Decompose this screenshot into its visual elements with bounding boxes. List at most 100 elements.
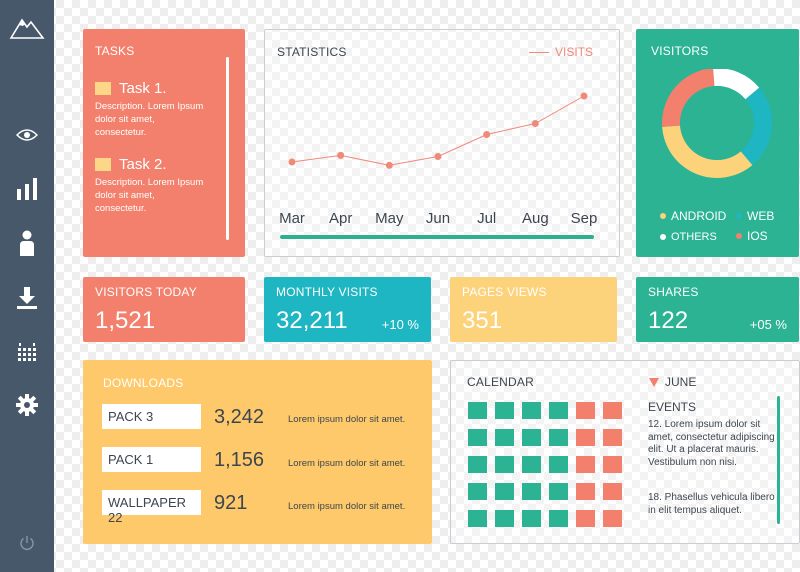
calendar-day[interactable]: [549, 402, 568, 419]
calendar-day[interactable]: [495, 456, 514, 473]
tile-value: 351: [462, 307, 503, 334]
gear-icon[interactable]: [14, 392, 40, 418]
month-selector[interactable]: JUNE: [649, 375, 696, 389]
statistics-title: STATISTICS: [277, 45, 347, 59]
calendar-day[interactable]: [549, 429, 568, 446]
calendar-day[interactable]: [603, 402, 622, 419]
calendar-grid-icon[interactable]: [14, 340, 40, 366]
calendar-title: CALENDAR: [467, 375, 534, 389]
download-count: 921: [214, 492, 248, 514]
download-icon[interactable]: [14, 285, 40, 311]
shares-tile[interactable]: SHARES 122 +05 %: [636, 277, 799, 342]
visits-point-may[interactable]: [385, 161, 393, 169]
visits-point-jul[interactable]: [483, 131, 491, 138]
bar-chart-icon[interactable]: [14, 176, 40, 202]
x-tick-label: Aug: [521, 210, 549, 227]
calendar-day[interactable]: [495, 429, 514, 446]
task-item[interactable]: Task 2.: [95, 156, 167, 173]
legend-label: OTHERS: [671, 231, 717, 243]
visitors-today-tile[interactable]: VISITORS TODAY 1,521: [83, 277, 245, 342]
pages-views-tile[interactable]: PAGES VIEWS 351: [450, 277, 617, 342]
visits-point-sep[interactable]: [580, 92, 588, 100]
legend-label: ANDROID: [671, 209, 727, 223]
donut-slice-android[interactable]: [662, 125, 753, 178]
legend-dot-icon: [660, 213, 666, 219]
tasks-scrollbar[interactable]: [226, 57, 229, 240]
calendar-day[interactable]: [495, 402, 514, 419]
x-tick-label: Jul: [477, 210, 497, 227]
user-icon[interactable]: [14, 230, 40, 256]
calendar-day[interactable]: [603, 429, 622, 446]
power-icon[interactable]: [14, 530, 40, 556]
calendar-day[interactable]: [495, 483, 514, 500]
visits-point-aug[interactable]: [531, 120, 539, 127]
calendar-day[interactable]: [522, 456, 541, 473]
calendar-day[interactable]: [522, 429, 541, 446]
download-count: 1,156: [214, 449, 265, 471]
calendar-day[interactable]: [549, 483, 568, 500]
calendar-day[interactable]: [603, 483, 622, 500]
eye-icon[interactable]: [14, 122, 40, 148]
calendar-day[interactable]: [468, 510, 487, 527]
tile-value: 32,211: [276, 307, 348, 334]
visits-point-jun[interactable]: [434, 153, 442, 160]
legend-others: OTHERS: [660, 231, 717, 243]
calendar-day[interactable]: [468, 429, 487, 446]
donut-slice-ios[interactable]: [662, 69, 715, 127]
visitors-donut-chart: [662, 69, 772, 178]
download-count: 3,242: [214, 406, 265, 428]
legend-web: WEB: [736, 209, 774, 223]
calendar-day[interactable]: [576, 456, 595, 473]
x-tick-label: Sep: [570, 210, 598, 227]
tile-title: PAGES VIEWS: [462, 285, 547, 299]
calendar-day[interactable]: [576, 510, 595, 527]
triangle-down-icon[interactable]: [649, 377, 659, 387]
legend-line-icon: [529, 52, 549, 53]
task-description: Description. Lorem Ipsum dolor sit amet,…: [95, 101, 204, 138]
calendar-day[interactable]: [468, 483, 487, 500]
x-tick-label: May: [375, 210, 404, 227]
donut-hole: [680, 86, 754, 160]
mountain-logo-icon[interactable]: [9, 14, 45, 40]
events-title: EVENTS: [648, 400, 697, 414]
visits-point-mar[interactable]: [288, 158, 296, 166]
statistics-card: STATISTICS VISITS Mar Apr May Jun Jul Aug Sep: [264, 29, 620, 257]
statistics-range-bar[interactable]: [280, 235, 594, 239]
downloads-card: DOWNLOADS PACK 3 3,242 Lorem ipsum dolor…: [83, 360, 432, 544]
calendar-day[interactable]: [549, 456, 568, 473]
legend-ios: IOS: [736, 229, 768, 243]
download-description: Lorem ipsum dolor sit amet.: [288, 501, 406, 512]
x-tick-label: Mar: [279, 210, 305, 227]
calendar-day[interactable]: [468, 456, 487, 473]
donut-slice-others[interactable]: [713, 69, 760, 100]
download-item-label[interactable]: PACK 1: [102, 447, 201, 472]
calendar-day[interactable]: [468, 402, 487, 419]
event-item[interactable]: 12. Lorem ipsum dolor sit amet, consecte…: [648, 419, 775, 468]
task-description: Description. Lorem Ipsum dolor sit amet,…: [95, 177, 204, 214]
calendar-day[interactable]: [522, 510, 541, 527]
events-scrollbar[interactable]: [777, 396, 780, 524]
donut-slice-web[interactable]: [740, 87, 772, 166]
calendar-day[interactable]: [576, 483, 595, 500]
download-item-label[interactable]: PACK 3: [102, 404, 201, 429]
calendar-day[interactable]: [522, 483, 541, 500]
visitors-title: VISITORS: [651, 44, 709, 58]
task-title: Task 1.: [119, 80, 167, 97]
calendar-day[interactable]: [549, 510, 568, 527]
calendar-day[interactable]: [603, 510, 622, 527]
calendar-day[interactable]: [603, 456, 622, 473]
download-item-label[interactable]: WALLPAPER 22: [102, 490, 201, 525]
task-checkbox-icon[interactable]: [95, 82, 111, 95]
task-item[interactable]: Task 1.: [95, 80, 167, 97]
monthly-visits-tile[interactable]: MONTHLY VISITS 32,211 +10 %: [264, 277, 431, 342]
tile-change: +10 %: [381, 317, 419, 332]
calendar-day[interactable]: [576, 429, 595, 446]
calendar-day[interactable]: [495, 510, 514, 527]
event-item[interactable]: 18. Phasellus vehicula libero in elit te…: [648, 492, 775, 516]
calendar-day[interactable]: [522, 402, 541, 419]
legend-dot-icon: [660, 234, 666, 240]
visits-point-apr[interactable]: [337, 151, 345, 159]
calendar-day[interactable]: [576, 402, 595, 419]
task-checkbox-icon[interactable]: [95, 158, 111, 171]
legend-dot-icon: [736, 213, 742, 219]
